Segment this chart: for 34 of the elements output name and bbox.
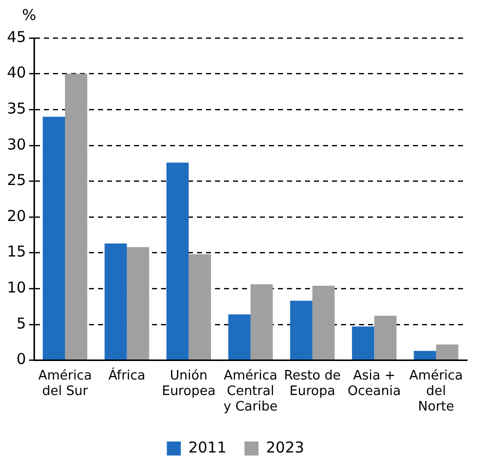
x-tick-label: Unión Europea <box>162 368 216 399</box>
y-tick-label: 30 <box>6 135 26 154</box>
x-tick-label: Asia + Oceania <box>348 368 401 399</box>
y-tick-label: 25 <box>6 171 26 190</box>
bar <box>104 243 127 360</box>
y-tick-label: 35 <box>6 99 26 118</box>
x-tick-label: África <box>108 366 146 384</box>
bar <box>228 314 251 360</box>
y-tick-label: 15 <box>6 242 26 261</box>
bar <box>188 254 211 360</box>
legend-label: 2023 <box>266 438 304 456</box>
y-tick-label: 5 <box>16 314 26 332</box>
bar <box>436 344 458 360</box>
bar <box>290 300 312 360</box>
bar <box>414 350 436 360</box>
y-tick-label: 40 <box>6 64 26 82</box>
y-tick-label: 10 <box>6 278 26 296</box>
bar <box>250 284 273 360</box>
x-tick-label: América del Sur <box>38 368 92 399</box>
bar <box>42 116 66 360</box>
bar <box>65 74 88 360</box>
x-tick-label: América Central y Caribe <box>224 368 278 415</box>
bar <box>166 162 189 360</box>
bar <box>352 326 374 360</box>
bar <box>374 316 396 360</box>
legend-label: 2011 <box>188 438 227 456</box>
y-tick-label: 45 <box>6 28 26 46</box>
y-tick-label: 0 <box>16 350 26 368</box>
bar <box>126 247 150 360</box>
y-tick-label: 20 <box>6 206 26 225</box>
bar <box>312 286 335 360</box>
x-tick-label: América del Norte <box>409 368 463 415</box>
x-tick-label: Resto de Europa <box>284 368 341 399</box>
y-axis-title: % <box>22 6 36 24</box>
